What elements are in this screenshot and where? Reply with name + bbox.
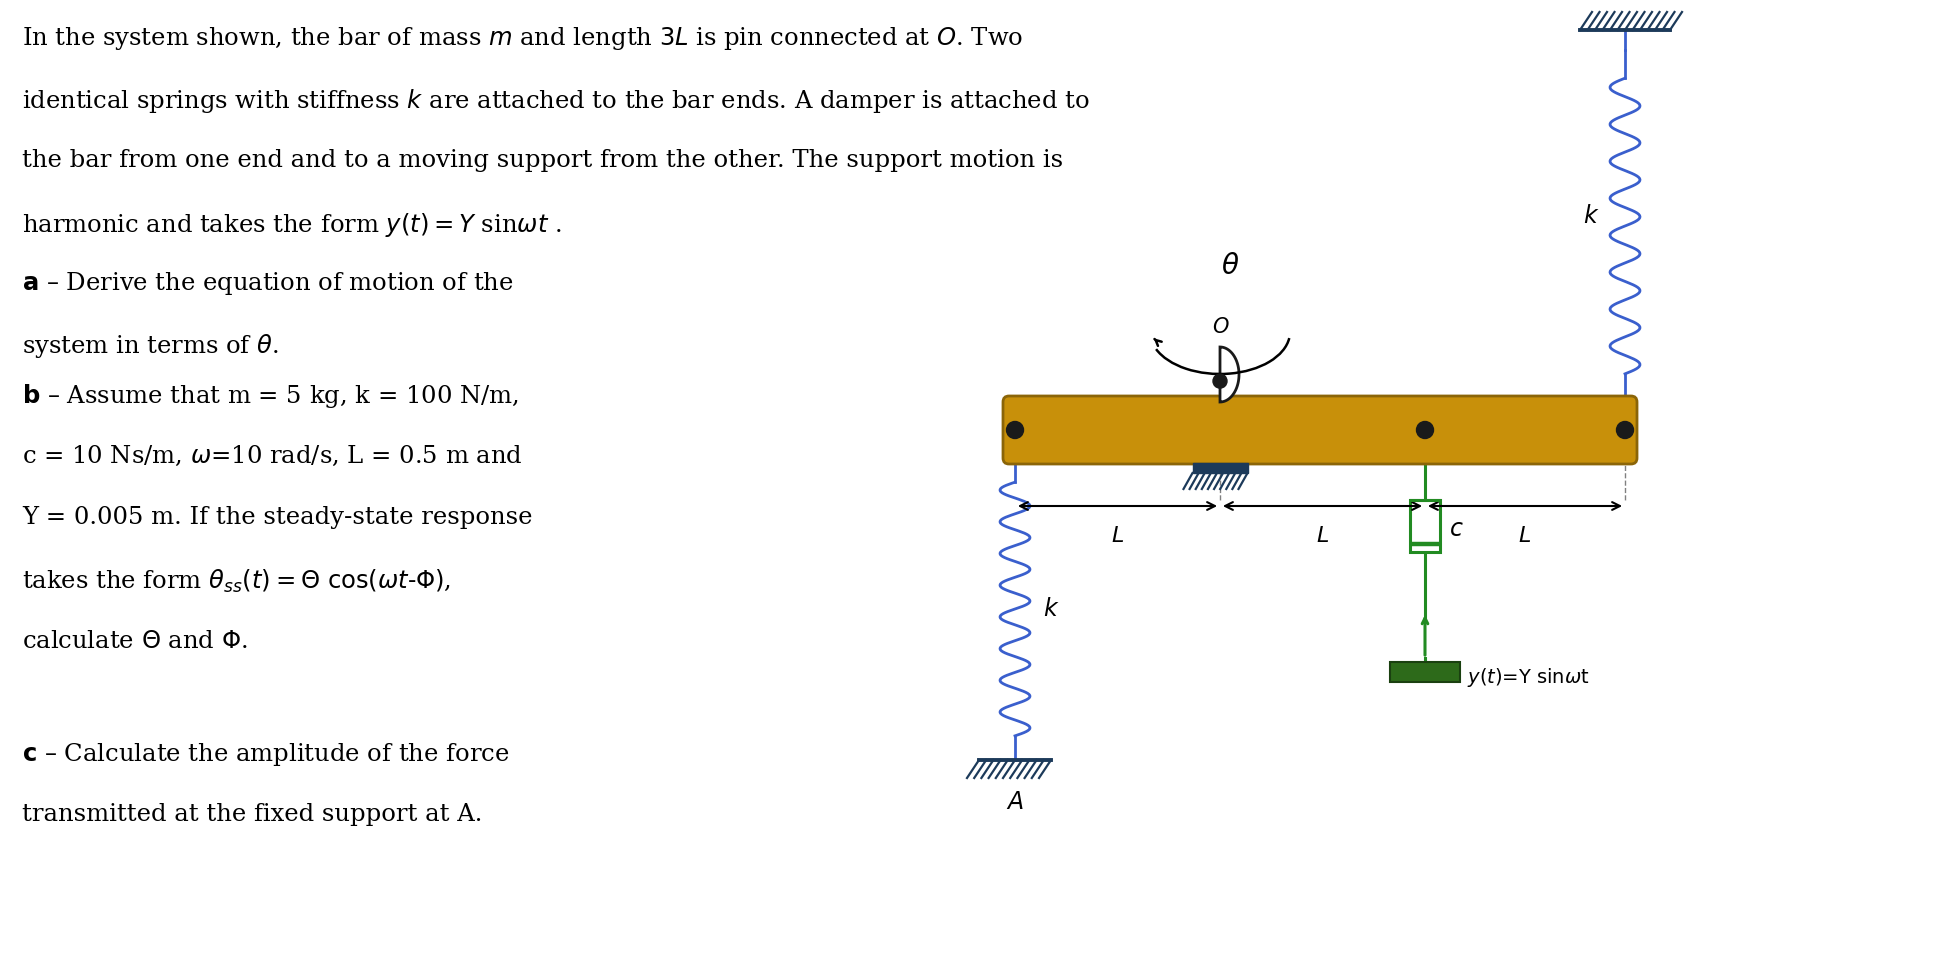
- Circle shape: [1007, 421, 1024, 438]
- Bar: [1409, 500, 1440, 552]
- Text: L: L: [1520, 526, 1531, 546]
- Text: the bar from one end and to a moving support from the other. The support motion : the bar from one end and to a moving sup…: [21, 149, 1063, 172]
- Polygon shape: [1220, 347, 1239, 402]
- Text: $\mathbf{c}$ – Calculate the amplitude of the force: $\mathbf{c}$ – Calculate the amplitude o…: [21, 741, 509, 768]
- Text: $\mathbf{a}$ – Derive the equation of motion of the: $\mathbf{a}$ – Derive the equation of mo…: [21, 270, 513, 297]
- Text: $y(t)$=Y sin$\omega$t: $y(t)$=Y sin$\omega$t: [1467, 665, 1589, 689]
- Text: L: L: [1316, 526, 1328, 546]
- Text: k: k: [1044, 597, 1057, 621]
- Text: transmitted at the fixed support at A.: transmitted at the fixed support at A.: [21, 804, 482, 826]
- Bar: [1390, 662, 1460, 682]
- Text: calculate $\Theta$ and $\Phi$.: calculate $\Theta$ and $\Phi$.: [21, 629, 248, 653]
- Text: In the system shown, the bar of mass $m$ and length $3L$ is pin connected at $O$: In the system shown, the bar of mass $m$…: [21, 25, 1024, 52]
- Text: L: L: [1111, 526, 1123, 546]
- Text: takes the form $\theta_{ss}(t) = \Theta\ \cos(\omega t$-$\Phi)$,: takes the form $\theta_{ss}(t) = \Theta\…: [21, 567, 451, 595]
- Circle shape: [1214, 374, 1227, 388]
- Text: harmonic and takes the form $y(t) = Y$ sin$\omega t$ .: harmonic and takes the form $y(t) = Y$ s…: [21, 211, 561, 239]
- Text: c: c: [1450, 517, 1464, 541]
- Text: Y = 0.005 m. If the steady-state response: Y = 0.005 m. If the steady-state respons…: [21, 506, 532, 528]
- Text: $\mathbf{b}$ – Assume that m = 5 kg, k = 100 N/m,: $\mathbf{b}$ – Assume that m = 5 kg, k =…: [21, 381, 519, 410]
- FancyBboxPatch shape: [1003, 396, 1638, 464]
- Text: k: k: [1584, 204, 1597, 228]
- Bar: [1193, 463, 1247, 473]
- Circle shape: [1417, 421, 1433, 438]
- Text: identical springs with stiffness $k$ are attached to the bar ends. A damper is a: identical springs with stiffness $k$ are…: [21, 87, 1090, 115]
- Text: system in terms of $\theta$.: system in terms of $\theta$.: [21, 332, 279, 360]
- Text: c = 10 Ns/m, $\omega$=10 rad/s, L = 0.5 m and: c = 10 Ns/m, $\omega$=10 rad/s, L = 0.5 …: [21, 444, 523, 467]
- Text: O: O: [1212, 317, 1227, 337]
- Circle shape: [1617, 421, 1634, 438]
- Text: θ: θ: [1222, 252, 1239, 279]
- Text: A: A: [1007, 790, 1022, 814]
